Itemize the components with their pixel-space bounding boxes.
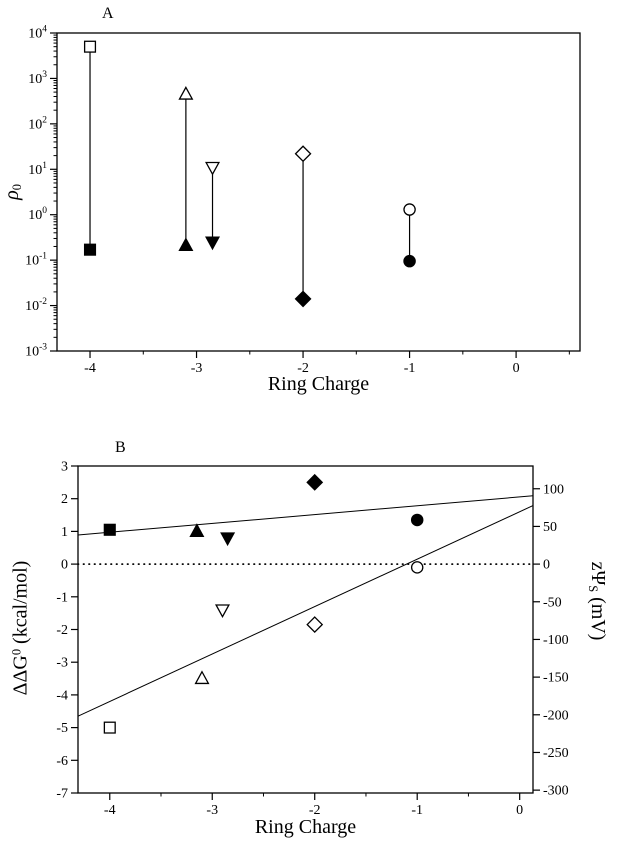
panel-a-marker-circle-filled [403, 254, 416, 268]
panel-a-y-axis-label: ρ0 [1, 184, 25, 200]
panel-b-marker-triangle-down-filled [220, 532, 236, 547]
panel-b-y-tick-label: 2 [61, 492, 68, 507]
panel-a-marker-triangle-down-open [205, 161, 221, 176]
panel-a-x-tick-label: -2 [297, 361, 309, 376]
panel-b-marker-triangle-down-open [214, 604, 230, 619]
zpsi-main: zΨ [587, 561, 610, 586]
panel-b-x-tick-label: 0 [516, 803, 523, 818]
panel-a-marker-triangle-up-filled [178, 237, 194, 252]
panel-a-letter: A [102, 5, 114, 22]
panel-b-y-axis-label: ΔΔG0 (kcal/mol) [9, 561, 32, 696]
panel-a-x-tick-label: 0 [513, 361, 520, 376]
panel-b-y-tick-label: -5 [56, 721, 68, 736]
panel-b-marker-circle-filled [410, 513, 424, 527]
ddg-units: (kcal/mol) [9, 560, 32, 649]
panel-b-marker-diamond-filled [306, 473, 324, 491]
panel-a-marker-square-open [83, 40, 97, 53]
panel-b-y-tick-label: 0 [61, 558, 68, 573]
panel-b-y-tick-label: 3 [61, 460, 68, 475]
panel-b-y-tick-label: 1 [61, 525, 68, 540]
panel-b-x-axis-label: Ring Charge [254, 816, 357, 838]
panel-a-marker-triangle-down-filled [205, 236, 221, 251]
panel-a-x-tick-label: -3 [191, 361, 203, 376]
panel-b-y-tick-label: -3 [56, 656, 68, 671]
panel-a-marker-diamond-filled [294, 290, 312, 308]
panel-b-right-tick-label: 0 [543, 558, 550, 573]
panel-b-y-tick-label: -7 [56, 787, 68, 802]
open-symbols-fit [77, 505, 534, 717]
panel-b-marker-triangle-up-filled [189, 523, 205, 537]
panel-a-marker-triangle-up-open [178, 86, 194, 100]
ddg-main: ΔΔG [9, 655, 32, 696]
panel-a-y-tick-label: 103 [28, 70, 47, 87]
panel-b-y-tick-label: -6 [56, 754, 68, 769]
panel-b-marker-diamond-open [306, 616, 324, 634]
panel-b-x-tick-label: -2 [309, 803, 321, 818]
ddg-superscript: 0 [9, 648, 24, 656]
panel-b-marker-triangle-up-open [194, 670, 210, 685]
panel-b-right-tick-label: -200 [543, 708, 569, 723]
panel-b-right-tick-label: 100 [543, 482, 564, 497]
panel-b-right-tick-label: -150 [543, 671, 569, 686]
panel-a-x-axis-label: Ring Charge [267, 373, 370, 395]
panel-a-y-tick-label: 100 [28, 206, 47, 223]
panel-a-marker-circle-open [403, 203, 416, 216]
panel-b-right-tick-label: -50 [543, 595, 562, 610]
panel-b-right-tick-label: -250 [543, 746, 569, 761]
panel-a-x-tick-label: -4 [84, 361, 96, 376]
panel-a-y-tick-label: 101 [28, 161, 47, 178]
filled-symbols-fit [77, 495, 534, 536]
panel-b-right-axis-label: zΨS (mV) [585, 562, 609, 641]
panel-a-marker-square-filled [83, 243, 97, 256]
panel-b-x-tick-label: -3 [206, 803, 218, 818]
panel-b-marker-square-filled [103, 523, 116, 536]
panel-a-x-tick-label: -1 [404, 361, 416, 376]
rho-symbol: ρ [0, 190, 23, 200]
panel-b-y-tick-label: -2 [56, 623, 68, 638]
panel-a-frame [56, 32, 581, 352]
zpsi-units: (mV) [587, 592, 610, 641]
panel-b-marker-square-open [103, 721, 116, 734]
panel-a-y-tick-label: 10-1 [25, 252, 47, 269]
panel-a-y-tick-label: 104 [28, 25, 47, 42]
panel-a-y-tick-label: 10-2 [25, 297, 47, 314]
panel-b-x-tick-label: -4 [104, 803, 116, 818]
panel-b-marker-circle-open [410, 561, 424, 574]
panel-b-right-tick-label: -300 [543, 784, 569, 799]
panel-b-right-tick-label: -100 [543, 633, 569, 648]
panel-a-y-tick-label: 102 [28, 115, 47, 132]
panel-b-x-tick-label: -1 [411, 803, 423, 818]
panel-b-y-tick-label: -1 [56, 590, 68, 605]
panel-b-right-tick-label: 50 [543, 520, 557, 535]
panel-b-y-tick-label: -4 [56, 688, 68, 703]
zpsi-subscript: S [585, 585, 600, 593]
panel-a-marker-diamond-open [294, 145, 312, 163]
panel-b-letter: B [115, 439, 126, 456]
rho-subscript: 0 [10, 184, 25, 191]
panel-a-y-tick-label: 10-3 [25, 343, 47, 360]
